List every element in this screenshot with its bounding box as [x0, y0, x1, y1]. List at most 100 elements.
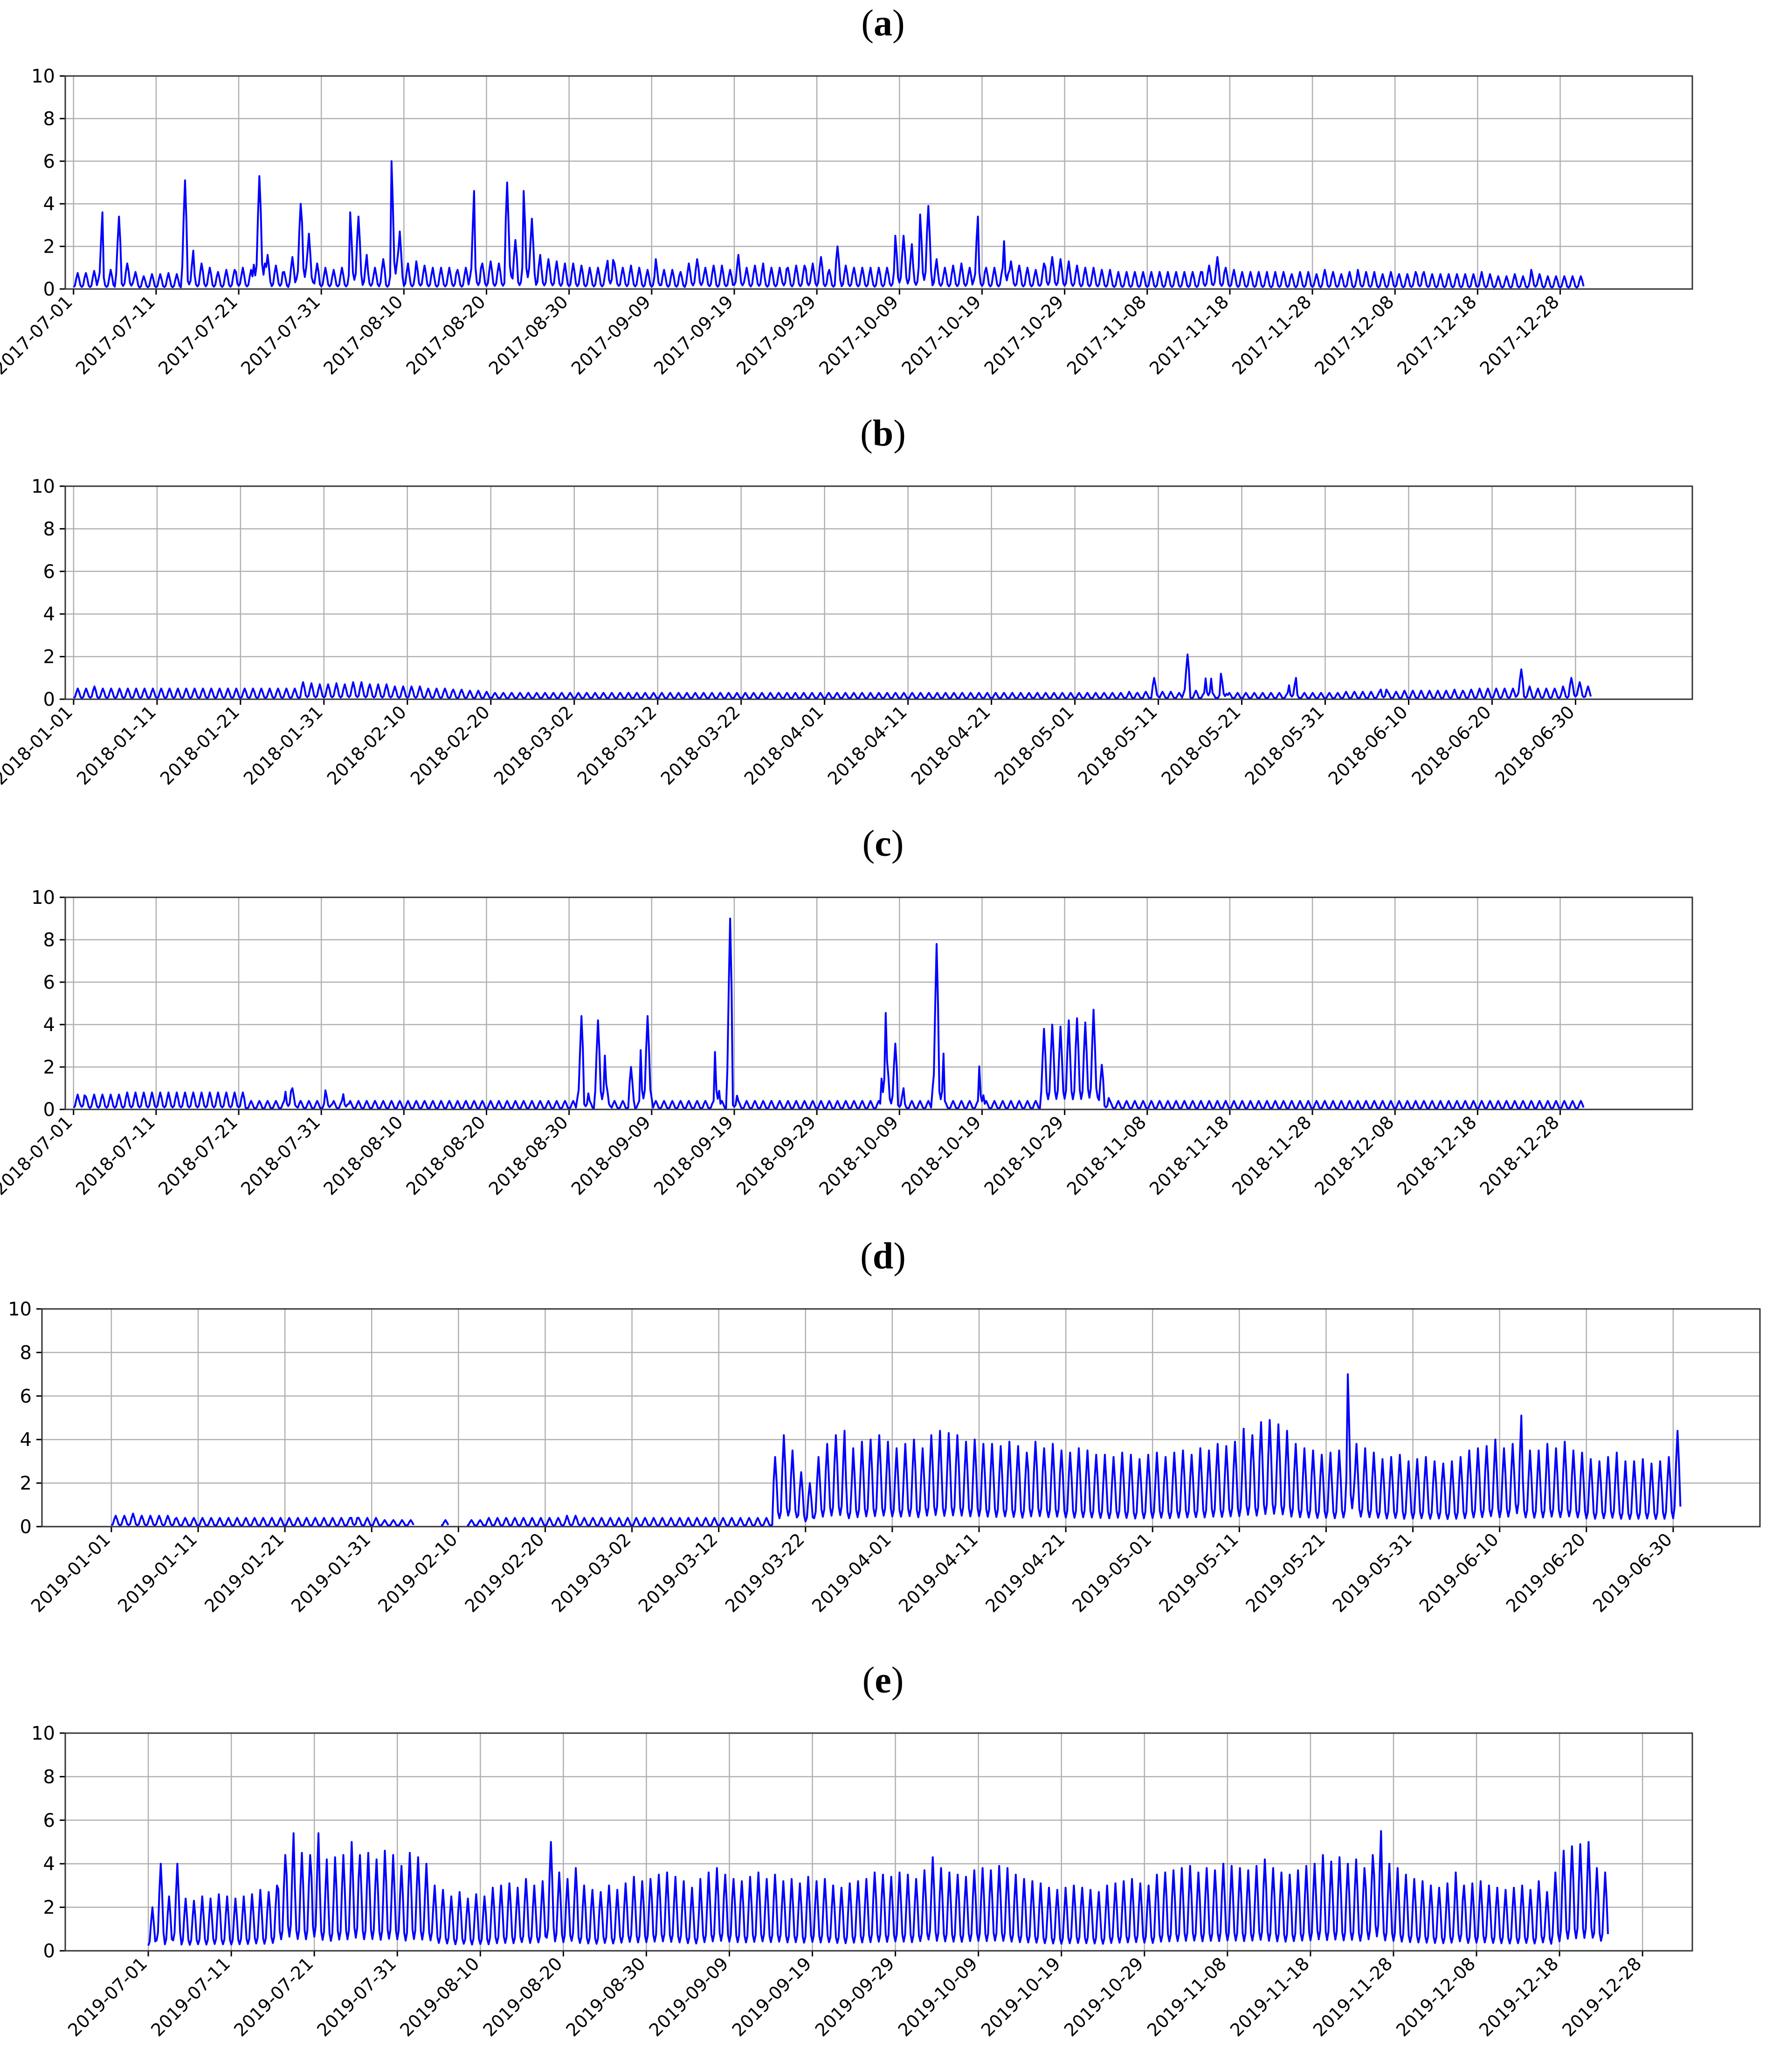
x-tick-label: 2018-11-18 — [1145, 1112, 1233, 1199]
y-tick-label: 4 — [43, 604, 55, 625]
x-tick-label: 2018-05-11 — [1074, 702, 1161, 789]
x-tick-label: 2019-09-09 — [645, 1953, 732, 2040]
x-tick-label: 2019-07-31 — [313, 1953, 400, 2040]
x-tick-label: 2018-02-10 — [323, 702, 410, 789]
x-tick-label: 2019-04-01 — [808, 1529, 895, 1616]
x-tick-label: 2019-08-10 — [396, 1953, 483, 2040]
x-tick-label: 2018-08-30 — [485, 1112, 572, 1199]
x-tick-label: 2018-01-11 — [73, 702, 160, 789]
y-tick-label: 4 — [43, 193, 55, 215]
x-tick-label: 2019-09-29 — [811, 1953, 898, 2040]
x-tick-label: 2017-12-08 — [1311, 291, 1398, 379]
x-tick-label: 2019-12-08 — [1392, 1953, 1479, 2040]
series-line — [110, 1373, 1682, 1527]
x-tick-label: 2019-01-01 — [27, 1529, 114, 1616]
chart-b: 02468102018-01-012018-01-112018-01-21201… — [0, 476, 1693, 789]
x-tick-label: 2019-06-20 — [1502, 1529, 1589, 1616]
y-tick-label: 0 — [20, 1516, 32, 1538]
y-tick-label: 8 — [43, 518, 55, 540]
x-tick-label: 2019-03-22 — [721, 1529, 808, 1616]
x-tick-label: 2018-06-20 — [1408, 702, 1495, 789]
plot-frame — [41, 1308, 1761, 1528]
y-tick-label: 6 — [43, 972, 55, 993]
y-tick-label: 10 — [31, 1723, 55, 1744]
x-tick-label: 2018-08-20 — [402, 1112, 490, 1199]
panel-label-e: (e) — [862, 1660, 904, 1701]
y-tick-label: 2 — [43, 647, 55, 668]
x-tick-label: 2019-08-30 — [562, 1953, 649, 2040]
x-tick-label: 2019-07-11 — [147, 1953, 234, 2040]
y-tick-label: 2 — [20, 1473, 32, 1494]
x-tick-label: 2019-05-21 — [1242, 1529, 1329, 1616]
chart-d: 02468102019-01-012019-01-112019-01-21201… — [8, 1299, 1761, 1617]
x-tick-label: 2018-03-12 — [573, 702, 661, 789]
panel-label-d: (d) — [860, 1236, 906, 1277]
panel-label-a: (a) — [861, 3, 905, 44]
x-tick-label: 2019-06-30 — [1589, 1529, 1676, 1616]
x-tick-label: 2019-03-12 — [635, 1529, 722, 1616]
plot-frame — [64, 896, 1693, 1110]
plot-frame — [64, 485, 1693, 700]
x-tick-label: 2017-07-21 — [154, 291, 241, 379]
x-tick-label: 2019-08-20 — [479, 1953, 566, 2040]
x-tick-label: 2018-10-29 — [980, 1112, 1068, 1199]
x-tick-label: 2019-04-21 — [981, 1529, 1069, 1616]
y-tick-label: 4 — [20, 1429, 32, 1451]
y-tick-label: 2 — [43, 236, 55, 258]
x-tick-label: 2019-05-11 — [1155, 1529, 1242, 1616]
x-tick-label: 2018-02-20 — [407, 702, 494, 789]
x-tick-label: 2018-11-08 — [1063, 1112, 1150, 1199]
x-tick-label: 2018-10-19 — [898, 1112, 985, 1199]
y-tick-label: 4 — [43, 1853, 55, 1875]
y-tick-label: 10 — [31, 66, 55, 87]
x-tick-label: 2017-11-28 — [1228, 291, 1315, 379]
x-tick-label: 2018-07-01 — [0, 1112, 76, 1199]
y-tick-label: 8 — [43, 1766, 55, 1788]
x-tick-label: 2019-05-01 — [1068, 1529, 1155, 1616]
panel-label-c: (c) — [862, 823, 904, 864]
x-tick-label: 2019-11-18 — [1226, 1953, 1313, 2040]
series-line — [73, 917, 1585, 1109]
y-tick-label: 10 — [31, 887, 55, 909]
x-tick-label: 2018-04-21 — [907, 702, 994, 789]
x-tick-label: 2019-04-11 — [895, 1529, 982, 1616]
x-tick-label: 2018-09-29 — [732, 1112, 820, 1199]
x-tick-label: 2017-10-19 — [898, 291, 985, 379]
x-tick-label: 2019-06-10 — [1415, 1529, 1503, 1616]
panel-label-b: (b) — [860, 413, 906, 454]
x-tick-label: 2019-02-20 — [461, 1529, 548, 1616]
y-tick-label: 0 — [43, 1099, 55, 1121]
x-tick-label: 2018-12-08 — [1311, 1112, 1398, 1199]
x-tick-label: 2017-11-18 — [1145, 291, 1233, 379]
x-tick-label: 2017-08-30 — [485, 291, 572, 379]
x-tick-label: 2017-12-18 — [1393, 291, 1480, 379]
x-tick-label: 2017-11-08 — [1063, 291, 1150, 379]
x-tick-label: 2019-03-02 — [548, 1529, 635, 1616]
x-tick-label: 2019-10-19 — [977, 1953, 1064, 2040]
x-tick-label: 2019-02-10 — [374, 1529, 461, 1616]
x-tick-label: 2018-09-09 — [567, 1112, 655, 1199]
chart-e: 02468102019-07-012019-07-112019-07-21201… — [31, 1723, 1693, 2041]
x-tick-label: 2018-11-28 — [1228, 1112, 1315, 1199]
y-tick-label: 8 — [43, 929, 55, 951]
x-tick-label: 2018-10-09 — [815, 1112, 902, 1199]
x-tick-label: 2018-01-31 — [240, 702, 327, 789]
x-tick-label: 2019-10-09 — [894, 1953, 981, 2040]
x-tick-label: 2019-07-01 — [64, 1953, 151, 2040]
x-tick-label: 2018-05-31 — [1241, 702, 1328, 789]
series-line — [147, 1830, 1609, 1946]
x-tick-label: 2019-10-29 — [1060, 1953, 1147, 2040]
y-tick-label: 0 — [43, 1941, 55, 1962]
x-tick-label: 2019-12-18 — [1475, 1953, 1562, 2040]
x-tick-label: 2019-01-21 — [200, 1529, 288, 1616]
x-tick-label: 2017-10-29 — [980, 291, 1068, 379]
x-tick-label: 2019-12-28 — [1558, 1953, 1645, 2040]
x-tick-label: 2017-12-28 — [1476, 291, 1563, 379]
y-tick-label: 6 — [43, 151, 55, 172]
x-tick-label: 2019-11-28 — [1309, 1953, 1396, 2040]
x-tick-label: 2017-09-09 — [567, 291, 655, 379]
x-tick-label: 2018-05-01 — [991, 702, 1078, 789]
x-tick-label: 2017-07-01 — [0, 291, 76, 379]
plot-frame — [64, 75, 1693, 290]
y-tick-label: 8 — [43, 108, 55, 130]
